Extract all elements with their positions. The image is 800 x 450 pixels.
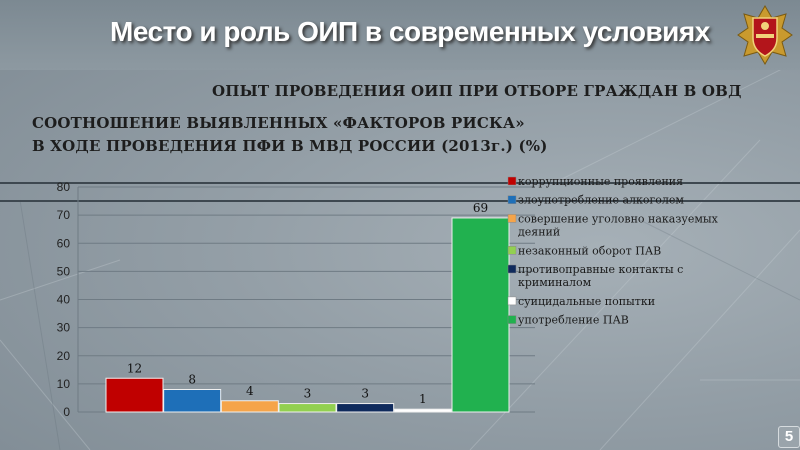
- legend-swatch-5: [507, 264, 517, 274]
- bar-7: [451, 217, 510, 413]
- data-label-6: 1: [419, 392, 427, 406]
- bar-4: [278, 403, 337, 413]
- data-label-5: 3: [361, 387, 369, 401]
- bar-6: [393, 408, 452, 413]
- data-label-2: 8: [188, 373, 196, 387]
- chart-title: СООТНОШЕНИЕ ВЫЯВЛЕННЫХ «ФАКТОРОВ РИСКА» …: [32, 112, 548, 158]
- data-label-1: 12: [127, 361, 142, 375]
- data-label-3: 4: [246, 384, 254, 398]
- bar-2: [163, 389, 222, 413]
- title-bar: [0, 0, 800, 70]
- y-tick-label: 60: [57, 236, 71, 250]
- y-tick-label: 20: [57, 349, 71, 363]
- legend-label-7: употребление ПАВ: [518, 314, 629, 327]
- legend-label-2: злоупотребление алкоголем: [518, 194, 684, 207]
- page-number: 5: [778, 426, 800, 448]
- y-tick-label: 80: [57, 180, 71, 194]
- y-tick-label: 0: [63, 405, 70, 419]
- legend-label-3: совершение уголовно наказуемых: [518, 212, 719, 225]
- data-label-7: 69: [473, 201, 488, 215]
- y-tick-label: 30: [57, 321, 71, 335]
- chart-title-line-1: СООТНОШЕНИЕ ВЫЯВЛЕННЫХ «ФАКТОРОВ РИСКА»: [32, 114, 525, 132]
- bar-1: [105, 377, 164, 413]
- y-tick-label: 10: [57, 377, 71, 391]
- divider-line-top: [0, 182, 800, 184]
- legend-swatch-4: [507, 246, 517, 255]
- y-tick-label: 50: [57, 264, 71, 278]
- legend-swatch-6: [507, 296, 517, 306]
- slide-subtitle: ОПЫТ ПРОВЕДЕНИЯ ОИП ПРИ ОТБОРЕ ГРАЖДАН В…: [212, 82, 742, 100]
- police-shield-emblem-icon: [737, 5, 793, 65]
- y-tick-label: 70: [57, 208, 71, 222]
- legend-swatch-2: [507, 195, 517, 204]
- data-label-4: 3: [304, 387, 312, 401]
- slide-title: Место и роль ОИП в современных условиях: [110, 16, 710, 47]
- legend-label-4: незаконный оборот ПАВ: [518, 244, 661, 257]
- chart-title-line-2: В ХОДЕ ПРОВЕДЕНИЯ ПФИ В МВД РОССИИ (2013…: [32, 137, 548, 155]
- bar-5: [336, 403, 395, 413]
- legend-label-1: коррупционные проявления: [518, 175, 683, 188]
- bar-3: [220, 400, 279, 413]
- legend-swatch-1: [507, 176, 517, 186]
- legend-swatch-7: [507, 315, 517, 324]
- legend-swatch-3: [507, 214, 517, 223]
- legend-label-3: деяний: [518, 226, 560, 239]
- divider-line-bottom: [0, 200, 800, 202]
- legend-label-5: противоправные контакты с: [518, 263, 683, 276]
- y-tick-label: 40: [57, 293, 71, 307]
- legend-label-6: суицидальные попытки: [518, 295, 655, 308]
- legend-label-5: криминалом: [518, 276, 592, 289]
